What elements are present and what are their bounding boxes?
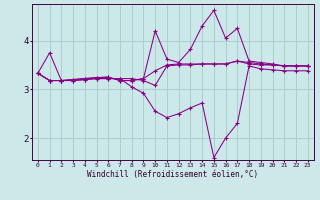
X-axis label: Windchill (Refroidissement éolien,°C): Windchill (Refroidissement éolien,°C) xyxy=(87,170,258,179)
